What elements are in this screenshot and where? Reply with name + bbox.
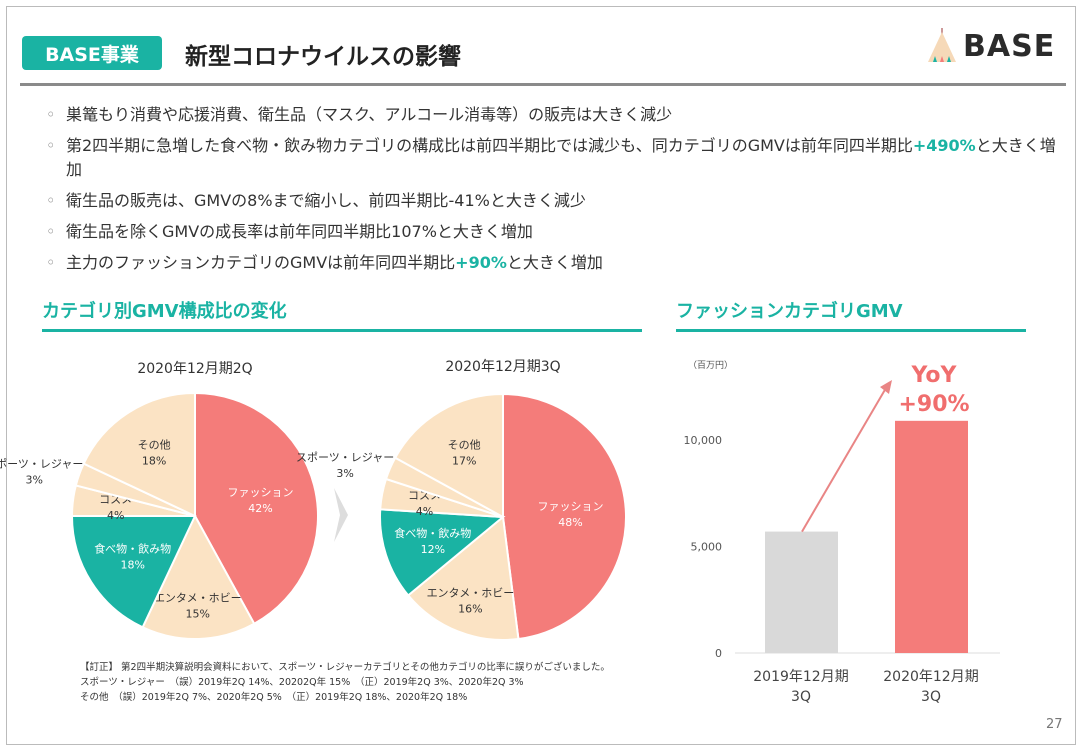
pie-slice (194, 391, 319, 626)
pie-slice (406, 515, 520, 641)
yoy-annotation: YoY (911, 363, 958, 388)
pie-value: 12% (421, 543, 445, 556)
bullet-text: 衛生品を除くGMVの成長率は前年同四半期比107%と大きく増加 (66, 222, 533, 241)
pie-title-3q: 2020年12月期3Q (445, 359, 561, 375)
bar (895, 420, 968, 653)
base-logo: BASE (925, 28, 1055, 64)
pie-value: 3% (26, 473, 43, 486)
pie-slice (141, 513, 256, 640)
bullet-text: と大きく増加 (506, 253, 603, 272)
pie-charts: ファッション42%エンタメ・ホビー15%食べ物・飲み物18%コスメ4%スポーツ・… (0, 391, 627, 641)
bullet-list: 巣篭もり消費や応援消費、衛生品（マスク、アルコール消毒等）の販売は大きく減少第2… (46, 103, 1056, 282)
y-tick-label: 5,000 (691, 541, 723, 554)
y-tick-label: 10,000 (684, 434, 723, 447)
correction-note: 【訂正】 第2四半期決算説明会資料において、スポーツ・レジャーカテゴリとその他カ… (80, 660, 610, 705)
pie-value: 18% (120, 559, 144, 572)
pie-value: 16% (458, 602, 482, 615)
logo-text: BASE (963, 28, 1056, 64)
pie-label: ファッション (228, 486, 294, 499)
pie-label: 食べ物・飲み物 (394, 526, 471, 540)
pie-value: 4% (416, 505, 433, 518)
yoy-annotation: +90% (898, 392, 969, 417)
page-number: 27 (1046, 717, 1063, 732)
pie-value: 3% (336, 467, 353, 480)
bullet-item: 衛生品を除くGMVの成長率は前年同四半期比107%と大きく増加 (46, 220, 1056, 244)
bar (765, 531, 838, 653)
pie-title-2q: 2020年12月期2Q (137, 361, 253, 377)
pie-label: その他 (138, 439, 171, 452)
pie-label: その他 (448, 438, 481, 451)
pie-value: 48% (558, 516, 582, 529)
pie-value: 15% (186, 608, 210, 621)
pie-slice (379, 508, 506, 597)
x-tick-label: 3Q (921, 689, 941, 705)
note-line: 【訂正】 第2四半期決算説明会資料において、スポーツ・レジャーカテゴリとその他カ… (80, 662, 610, 673)
pie-value: 18% (142, 455, 166, 468)
pie-label: エンタメ・ホビー (427, 586, 515, 599)
page-title: 新型コロナウイルスの影響 (185, 44, 461, 70)
pie-slice (70, 515, 197, 629)
bullet-item: 第2四半期に急増した食べ物・飲み物カテゴリの構成比は前四半期比では減少も、同カテ… (46, 134, 1056, 182)
bullet-text: 主力のファッションカテゴリのGMVは前年同四半期比 (66, 253, 456, 272)
note-line: その他 （誤）2019年2Q 7%、2020年2Q 5% （正）2019年2Q … (80, 692, 468, 703)
header-divider (20, 83, 1066, 86)
highlight-text: +90% (455, 253, 507, 272)
bullet-item: 主力のファッションカテゴリのGMVは前年同四半期比+90%と大きく増加 (46, 251, 1056, 275)
highlight-text: +490% (912, 136, 976, 155)
section-badge: BASE事業 (22, 36, 162, 70)
pie-label: エンタメ・ホビー (154, 592, 242, 605)
pie-slice (393, 392, 504, 519)
slide-frame (6, 6, 1076, 745)
bullet-item: 衛生品の販売は、GMVの8%まで縮小し、前四半期比-41%と大きく減少 (46, 189, 1056, 213)
bullet-text: 第2四半期に急増した食べ物・飲み物カテゴリの構成比は前四半期比では減少も、同カテ… (66, 136, 913, 155)
pie-label: 食べ物・飲み物 (94, 542, 171, 556)
y-tick-label: 0 (715, 647, 722, 660)
arrow-head-icon (880, 380, 892, 394)
bullet-text: 巣篭もり消費や応援消費、衛生品（マスク、アルコール消毒等）の販売は大きく減少 (66, 105, 673, 124)
section-title-composition: カテゴリ別GMV構成比の変化 (42, 297, 642, 332)
note-line: スポーツ・レジャー （誤）2019年2Q 14%、20202Q年 15% （正）… (80, 677, 524, 688)
x-tick-label: 2019年12月期 (753, 669, 848, 685)
pie-value: 42% (248, 502, 272, 515)
y-unit-label: （百万円） (688, 360, 733, 371)
bullet-text: 衛生品の販売は、GMVの8%まで縮小し、前四半期比-41%と大きく減少 (66, 191, 586, 210)
x-tick-label: 3Q (791, 689, 811, 705)
bar-chart: （百万円） 0 5,000 10,000 2019年12月期 3Q 2020年12月期 3Q Y… (684, 360, 1000, 705)
bullet-item: 巣篭もり消費や応援消費、衛生品（マスク、アルコール消毒等）の販売は大きく減少 (46, 103, 1056, 127)
x-tick-label: 2020年12月期 (883, 669, 978, 685)
growth-arrow (801, 387, 887, 533)
pie-label: ファッション (538, 500, 604, 513)
chevron-right-icon (334, 488, 348, 542)
bullet-text: と大きく増加 (66, 136, 1056, 179)
pie-label: スポーツ・レジャー (296, 451, 394, 464)
section-title-fashion: ファッションカテゴリGMV (676, 297, 1026, 332)
pie-value: 17% (452, 454, 476, 467)
pie-slice (82, 391, 196, 518)
pie-slice (502, 392, 627, 641)
tent-icon (928, 28, 956, 62)
pie-value: 4% (107, 509, 124, 522)
pie-label: スポーツ・レジャー (0, 457, 83, 470)
